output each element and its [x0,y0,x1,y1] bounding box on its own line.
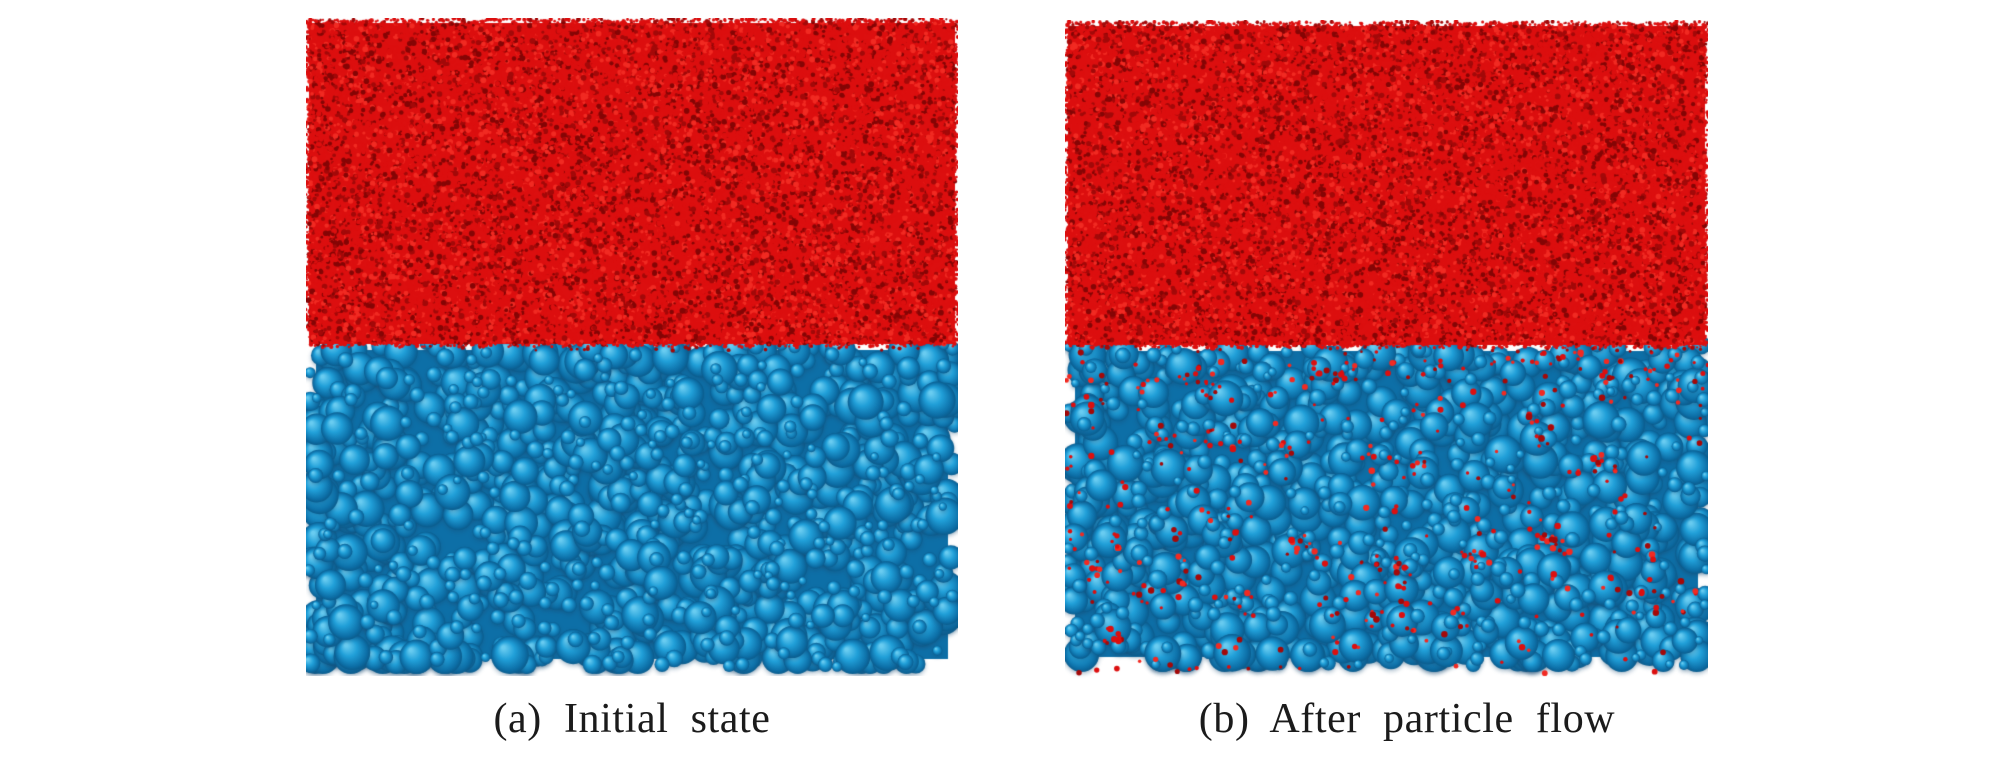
panel-a-simulation-image [306,18,958,676]
panel-a-caption: (a) Initial state [493,696,771,742]
panel-b-caption: (b) After particle flow [1198,696,1616,742]
panel-b-simulation-image [1065,20,1708,682]
